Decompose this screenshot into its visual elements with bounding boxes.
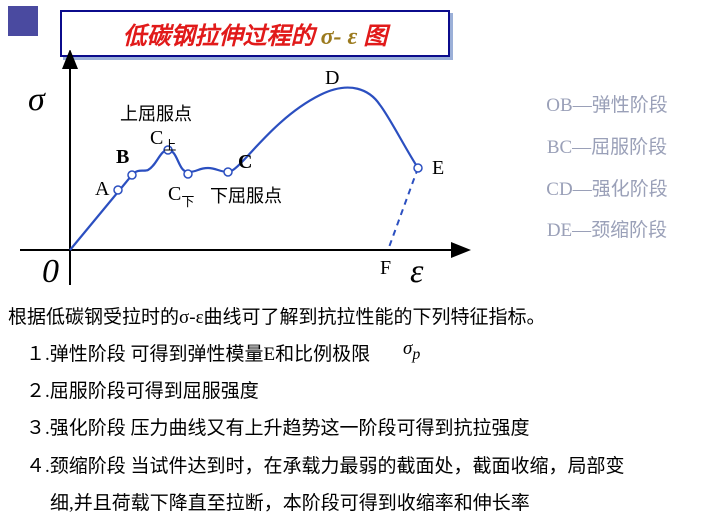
title-text-left: 低碳钢拉伸过程的 — [123, 23, 315, 50]
stress-strain-chart: σ ε 0 A B C上 C下 C D E F 上屈服点 下屈服点 — [10, 50, 490, 300]
item-4a: ４.颈缩阶段 当试件达到时，在承载力最弱的截面处，截面收缩，局部变 — [8, 449, 707, 484]
x-axis-label: ε — [410, 253, 424, 290]
point-B-marker — [128, 171, 136, 179]
origin-label: 0 — [42, 253, 59, 290]
legend-item: CD—强化阶段 — [517, 169, 697, 211]
label-Cup: C上 — [150, 127, 176, 153]
item-3: ３.强化阶段 压力曲线又有上升趋势这一阶段可得到抗拉强度 — [8, 411, 707, 446]
label-C: C — [238, 151, 252, 173]
description-text: 根据低碳钢受拉时的σ-ε曲线可了解到抗拉性能的下列特征指标。 １.弹性阶段 可得… — [8, 300, 707, 523]
sigma-p-symbol: σp — [403, 331, 420, 369]
upper-yield-label: 上屈服点 — [120, 104, 192, 124]
label-F: F — [380, 257, 391, 279]
intro-line: 根据低碳钢受拉时的σ-ε曲线可了解到抗拉性能的下列特征指标。 — [8, 300, 707, 335]
label-B: B — [116, 146, 129, 168]
label-A: A — [95, 178, 110, 200]
lower-yield-label: 下屈服点 — [210, 186, 282, 206]
legend-item: DE—颈缩阶段 — [517, 210, 697, 252]
point-A-marker — [114, 186, 122, 194]
y-axis-label: σ — [28, 81, 46, 118]
stage-legend: OB—弹性阶段 BC—屈服阶段 CD—强化阶段 DE—颈缩阶段 — [517, 85, 697, 252]
title-sigma-epsilon: σ- ε — [315, 24, 364, 50]
corner-decor — [8, 6, 38, 36]
label-E: E — [432, 157, 444, 179]
point-Cdn-marker — [184, 170, 192, 178]
label-D: D — [325, 67, 339, 89]
legend-item: BC—屈服阶段 — [517, 127, 697, 169]
item-1: １.弹性阶段 可得到弹性模量E和比例极限 σp — [8, 337, 707, 372]
item-2: ２.屈服阶段可得到屈服强度 — [8, 374, 707, 409]
necking-dash — [388, 168, 418, 250]
item-4b: 细,并且荷载下降直至拉断，本阶段可得到收缩率和伸长率 — [8, 486, 707, 521]
point-E-marker — [414, 164, 422, 172]
title-text-right: 图 — [363, 23, 387, 50]
point-C-marker — [224, 168, 232, 176]
legend-item: OB—弹性阶段 — [517, 85, 697, 127]
label-Cdn: C下 — [168, 183, 194, 209]
